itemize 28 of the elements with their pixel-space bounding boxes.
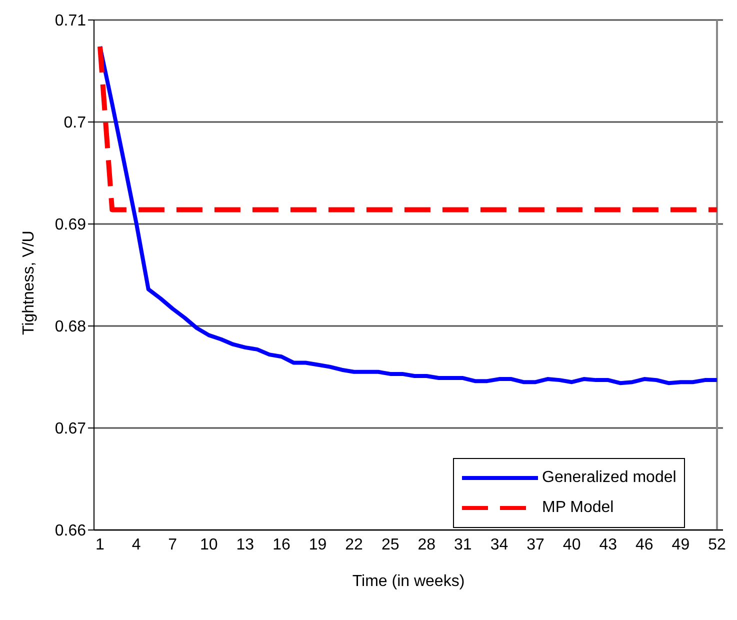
x-tick-label: 1 bbox=[96, 536, 105, 554]
x-tick-label: 16 bbox=[272, 536, 290, 554]
x-tick-label: 52 bbox=[708, 536, 726, 554]
x-axis-title: Time (in weeks) bbox=[352, 573, 465, 590]
x-tick-label: 7 bbox=[168, 536, 178, 554]
x-tick-label: 10 bbox=[200, 536, 218, 554]
y-tick-label: 0.68 bbox=[54, 318, 86, 336]
x-tick-label: 13 bbox=[236, 536, 254, 554]
x-tick-label: 22 bbox=[345, 536, 364, 554]
x-tick-label: 37 bbox=[526, 536, 545, 554]
x-tick-label: 40 bbox=[562, 536, 581, 554]
x-tick-label: 4 bbox=[132, 536, 141, 554]
y-tick-label: 0.7 bbox=[64, 114, 86, 132]
x-tick-label: 19 bbox=[308, 536, 327, 554]
x-tick-label: 49 bbox=[672, 536, 690, 554]
x-tick-label: 28 bbox=[418, 536, 436, 554]
x-tick-label: 34 bbox=[490, 536, 508, 554]
legend-label: MP Model bbox=[542, 499, 614, 517]
legend-label: Generalized model bbox=[542, 469, 676, 487]
x-tick-label: 46 bbox=[636, 536, 654, 554]
y-tick-label: 0.67 bbox=[54, 420, 86, 438]
x-tick-label: 43 bbox=[599, 536, 618, 554]
y-tick-label: 0.66 bbox=[54, 522, 86, 540]
y-tick-label: 0.69 bbox=[54, 216, 86, 234]
x-tick-label: 25 bbox=[381, 536, 400, 554]
y-axis-title: Tightness, V/U bbox=[20, 230, 38, 335]
y-tick-label: 0.71 bbox=[54, 12, 86, 30]
x-tick-label: 31 bbox=[454, 536, 472, 554]
